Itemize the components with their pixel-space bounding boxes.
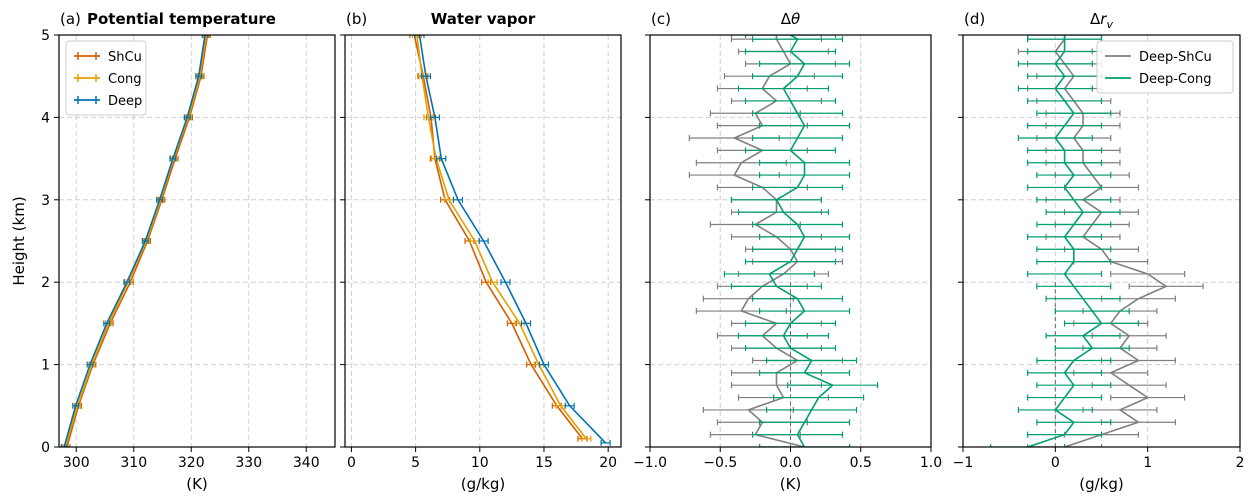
- y-tick-label: 1: [41, 358, 50, 374]
- legend-label: Deep-Cong: [1139, 72, 1211, 87]
- series-deep: [60, 35, 209, 447]
- legend-box: [65, 40, 147, 116]
- x-tick-label: 20: [599, 455, 617, 471]
- y-axis-label: Height (km): [10, 196, 28, 285]
- x-tick-label: 1.0: [920, 455, 942, 471]
- panel-3: −1 0 1 2 (g/kg) (d) Δrv Deep-ShCu Deep-Cong: [953, 10, 1245, 493]
- panel-1: 0 5 10 15 20 (g/kg) (b) Water vapor: [340, 10, 622, 493]
- series-deep-cong: [990, 35, 1140, 447]
- series-group: [60, 35, 211, 447]
- x-tick-label: 15: [535, 455, 553, 471]
- series-cong: [411, 35, 592, 442]
- series-line: [63, 35, 206, 447]
- legend: Deep-ShCu Deep-Cong: [1096, 40, 1234, 94]
- panel-label: (c): [651, 10, 671, 28]
- x-tick-label: 310: [120, 455, 147, 471]
- legend-label: Cong: [108, 72, 142, 87]
- x-tick-label: 0: [1051, 455, 1060, 471]
- x-tick-label: 0.5: [850, 455, 872, 471]
- panel-title: Potential temperature: [87, 10, 276, 28]
- series-group: [409, 35, 611, 446]
- axes-frame: [344, 34, 622, 448]
- panel-0: 300 310 320 330 340 (K) 0 1 2 3 4 5 (a) Potential tem…: [41, 10, 336, 493]
- x-tick-label: 300: [63, 455, 90, 471]
- x-axis-label: (K): [186, 475, 208, 493]
- panel-label: (b): [346, 10, 367, 28]
- x-tick-label: −0.5: [703, 455, 737, 471]
- panel-title: Δrv: [1090, 10, 1113, 31]
- series-deep: [414, 35, 611, 446]
- series-group: [688, 35, 879, 447]
- series-line: [416, 35, 587, 440]
- series-line: [768, 35, 835, 447]
- x-tick-label: −1.0: [633, 455, 667, 471]
- legend-label: Deep: [108, 94, 142, 109]
- series-group: [990, 35, 1204, 447]
- axes-frame: [58, 34, 336, 448]
- x-tick-label: 0.0: [779, 455, 801, 471]
- y-tick-label: 5: [41, 28, 50, 44]
- panel-label: (a): [60, 10, 81, 28]
- x-axis-label: (g/kg): [1079, 475, 1124, 493]
- legend-label: ShCu: [108, 50, 142, 65]
- y-tick-label: 4: [41, 110, 50, 126]
- panel-title: Water vapor: [431, 10, 536, 28]
- legend-box: [1096, 40, 1234, 94]
- x-tick-label: 2: [1236, 455, 1245, 471]
- panel-2: −1.0 −0.5 0.0 0.5 1.0 (K) (c) Δθ: [633, 10, 942, 493]
- legend: ShCu Cong Deep: [65, 40, 147, 116]
- x-tick-label: 5: [411, 455, 420, 471]
- series-deep-cong: [723, 35, 879, 447]
- legend-label: Deep-ShCu: [1139, 50, 1212, 65]
- series-deep-shcu: [688, 35, 851, 447]
- y-tick-label: 3: [41, 193, 50, 209]
- x-axis-label: (K): [780, 475, 802, 493]
- panel-title: Δθ: [781, 10, 800, 28]
- panel-label: (d): [964, 10, 985, 28]
- x-tick-label: −1: [953, 455, 974, 471]
- series-line: [413, 35, 584, 440]
- x-tick-label: 0: [347, 455, 356, 471]
- y-tick-label: 2: [41, 275, 50, 291]
- series-line: [418, 35, 607, 444]
- x-tick-label: 320: [178, 455, 205, 471]
- x-tick-label: 1: [1143, 455, 1152, 471]
- series-line: [1027, 35, 1103, 447]
- y-tick-label: 0: [41, 440, 50, 456]
- x-axis-label: (g/kg): [461, 475, 506, 493]
- x-tick-label: 340: [293, 455, 320, 471]
- axes-frame: [962, 34, 1241, 448]
- x-tick-label: 10: [471, 455, 489, 471]
- series-shcu: [409, 35, 588, 442]
- x-tick-label: 330: [235, 455, 262, 471]
